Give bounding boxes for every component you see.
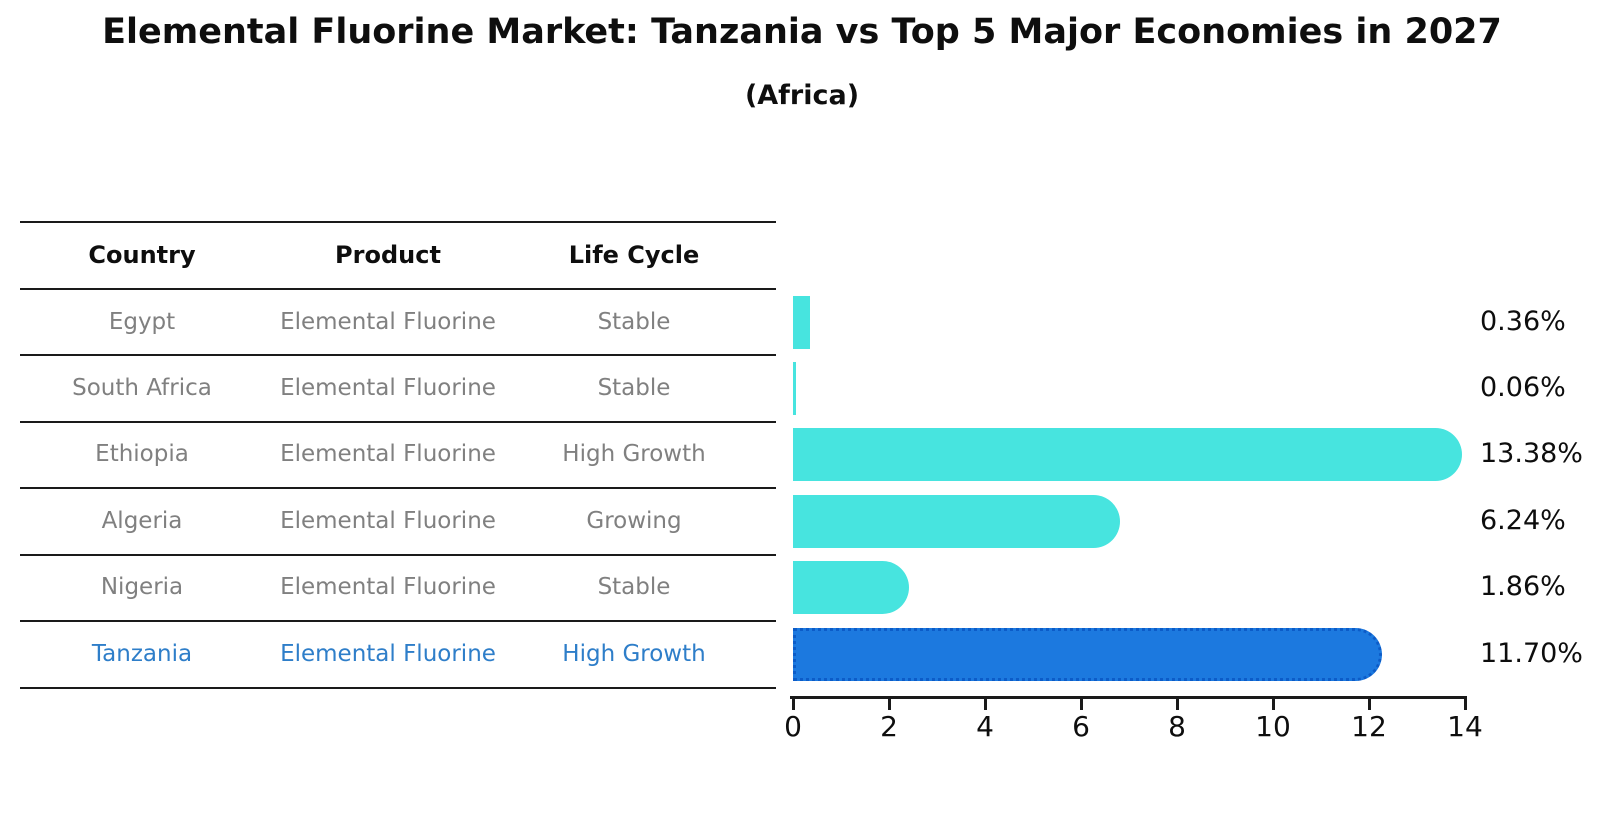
- x-axis-tick-label: 2: [880, 710, 898, 743]
- table-cell-algeria-product: Elemental Fluorine: [280, 508, 496, 534]
- x-axis-tick: [887, 699, 891, 710]
- table-cell-egypt-life_cycle: Stable: [597, 309, 671, 335]
- bar-value-label: 1.86%: [1480, 571, 1566, 602]
- table-divider-line: [20, 687, 776, 689]
- x-axis-tick: [1079, 699, 1083, 710]
- table-divider-line: [20, 620, 776, 622]
- bar-tanzania: [793, 627, 1382, 681]
- table-cell-ethiopia-life_cycle: High Growth: [562, 441, 706, 467]
- x-axis-tick: [1367, 699, 1371, 710]
- bar-value-label: 13.38%: [1480, 438, 1583, 469]
- x-axis-line: [790, 696, 1467, 699]
- x-axis-tick: [1271, 699, 1275, 710]
- table-cell-south-africa-life_cycle: Stable: [597, 375, 671, 401]
- table-cell-nigeria-country: Nigeria: [100, 574, 184, 600]
- table-divider-line: [20, 487, 776, 489]
- table-header-life-cycle: Life Cycle: [568, 241, 700, 269]
- table-header-country: Country: [88, 241, 196, 269]
- table-cell-tanzania-life_cycle: High Growth: [562, 641, 706, 667]
- x-axis-tick: [1175, 699, 1179, 710]
- table-cell-algeria-life_cycle: Growing: [586, 508, 682, 534]
- bar-nigeria: [793, 560, 910, 614]
- x-axis-tick-label: 10: [1255, 710, 1291, 743]
- bar-egypt: [793, 295, 811, 349]
- bar-value-label: 11.70%: [1480, 638, 1583, 669]
- table-cell-egypt-product: Elemental Fluorine: [280, 309, 496, 335]
- table-cell-nigeria-life_cycle: Stable: [597, 574, 671, 600]
- table-divider-line: [20, 288, 776, 290]
- bar-value-label: 0.36%: [1480, 306, 1566, 337]
- table-cell-tanzania-country: Tanzania: [91, 641, 193, 667]
- x-axis-tick-label: 0: [784, 710, 802, 743]
- table-cell-south-africa-product: Elemental Fluorine: [280, 375, 496, 401]
- table-cell-ethiopia-country: Ethiopia: [95, 441, 189, 467]
- table-cell-nigeria-product: Elemental Fluorine: [280, 574, 496, 600]
- table-cell-south-africa-country: South Africa: [72, 375, 212, 401]
- x-axis-tick-label: 8: [1168, 710, 1186, 743]
- x-axis-tick-label: 14: [1447, 710, 1483, 743]
- table-cell-egypt-country: Egypt: [108, 309, 176, 335]
- table-divider-line: [20, 554, 776, 556]
- table-cell-ethiopia-product: Elemental Fluorine: [280, 441, 496, 467]
- table-divider-line: [20, 421, 776, 423]
- x-axis-tick-label: 6: [1072, 710, 1090, 743]
- table-divider-line: [20, 354, 776, 356]
- table-cell-tanzania-product: Elemental Fluorine: [280, 641, 496, 667]
- x-axis-tick: [983, 699, 987, 710]
- bar-south-africa: [793, 361, 796, 415]
- x-axis-tick: [1463, 699, 1467, 710]
- table-cell-algeria-country: Algeria: [101, 508, 183, 534]
- bar-ethiopia: [793, 427, 1463, 481]
- chart-subtitle: (Africa): [744, 80, 860, 111]
- table-header-product: Product: [335, 241, 441, 269]
- x-axis-tick: [791, 699, 795, 710]
- x-axis-tick-label: 12: [1351, 710, 1387, 743]
- x-axis-tick-label: 4: [976, 710, 994, 743]
- chart-title: Elemental Fluorine Market: Tanzania vs T…: [102, 12, 1502, 52]
- bar-value-label: 0.06%: [1480, 372, 1566, 403]
- bar-algeria: [793, 494, 1120, 548]
- bar-value-label: 6.24%: [1480, 505, 1566, 536]
- table-divider-line: [20, 221, 776, 223]
